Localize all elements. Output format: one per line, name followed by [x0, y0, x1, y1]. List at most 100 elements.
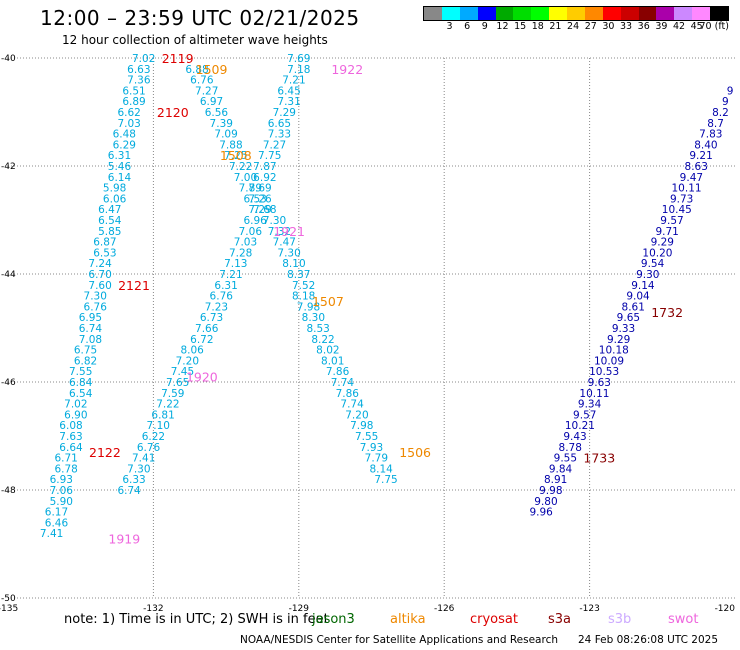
wave-height-value: 6.54 [98, 215, 122, 227]
wave-height-value: 7.89 [239, 183, 262, 195]
colorbar-swatch [710, 7, 728, 20]
wave-height-value: 7.33 [268, 129, 291, 141]
wave-height-value: 5.98 [103, 183, 126, 195]
wave-height-value: 6.73 [200, 312, 223, 324]
wave-height-value: 7.24 [88, 258, 112, 270]
pass-time-label: 1507 [312, 294, 344, 309]
note-text: note: 1) Time is in UTC; 2) SWH is in fe… [64, 612, 329, 627]
wave-height-value: 7.66 [195, 323, 219, 335]
footer-org: NOAA/NESDIS Center for Satellite Applica… [240, 634, 558, 646]
wave-height-value: 6.14 [108, 172, 132, 184]
colorbar-label: 18 [531, 21, 544, 32]
colorbar-swatch [513, 7, 532, 20]
wave-height-value: 6.90 [64, 409, 87, 421]
wave-height-value: 7.20 [345, 409, 368, 421]
wave-height-value: 6.96 [243, 215, 267, 227]
wave-height-colorbar [423, 6, 729, 21]
wave-height-value: 10.18 [599, 345, 629, 357]
wave-height-value: 6.74 [79, 323, 103, 335]
wave-height-value: 7.02 [132, 53, 155, 65]
wave-height-value: 7.31 [277, 96, 300, 108]
pass-time-label: 1506 [399, 445, 431, 460]
pass-time-label: 1509 [196, 62, 228, 77]
colorbar-label: 36 [637, 21, 650, 32]
colorbar-label: 6 [464, 21, 471, 32]
wave-height-value: 9.29 [607, 334, 630, 346]
wave-height-value: 9.54 [641, 258, 665, 270]
wave-height-value: 9 [727, 85, 734, 97]
lat-tick-label: -42 [1, 162, 16, 172]
wave-height-value: 8.53 [306, 323, 329, 335]
colorbar-swatch [459, 7, 478, 20]
wave-height-value: 8.06 [180, 345, 204, 357]
wave-height-value: 5.46 [108, 161, 132, 173]
colorbar-label: 39 [655, 21, 668, 32]
wave-height-value: 6.33 [122, 474, 145, 486]
wave-height-value: 8.91 [544, 474, 567, 486]
wave-height-value: 9.96 [529, 507, 553, 519]
wave-height-value: 7.45 [171, 366, 194, 378]
wave-height-value: 8.78 [559, 442, 582, 454]
colorbar-swatch [477, 7, 496, 20]
wave-height-value: 7.29 [273, 107, 296, 119]
pass-time-label: 2119 [162, 51, 194, 66]
wave-height-value: 7.29 [248, 204, 271, 216]
wave-height-value: 7.25 [224, 150, 247, 162]
wave-height-value: 7.30 [127, 463, 150, 475]
wave-height-value: 6.31 [108, 150, 131, 162]
wave-height-value: 8.37 [287, 269, 310, 281]
wave-height-value: 6.70 [88, 269, 111, 281]
wave-height-value: 9.98 [539, 485, 562, 497]
wave-height-value: 7.87 [253, 161, 276, 173]
wave-height-value: 6.17 [45, 507, 68, 519]
wave-height-value: 7.55 [69, 366, 92, 378]
colorbar-swatch [441, 7, 460, 20]
wave-height-value: 9.43 [563, 431, 586, 443]
wave-height-value: 6.53 [243, 193, 266, 205]
legend-entry: s3a [548, 612, 572, 627]
wave-height-value: 7.69 [248, 183, 271, 195]
wave-height-value: 7.93 [360, 442, 383, 454]
colorbar-labels: 3 6 9 12 15 18 21 24 27 30 33 36 39 42 45 70 (ft) [423, 21, 729, 32]
wave-height-value: 6.51 [122, 85, 145, 97]
colorbar-label: 33 [620, 21, 633, 32]
satellite-legend: jason3 altika cryosat s3a s3b swot [0, 612, 740, 630]
colorbar-swatch [495, 7, 514, 20]
wave-height-value: 9.47 [680, 172, 703, 184]
wave-height-value: 7.74 [331, 377, 355, 389]
pass-time-label: 1921 [273, 224, 305, 239]
lon-tick-label: -129 [289, 604, 310, 614]
wave-height-value: 6.76 [190, 75, 214, 87]
colorbar-swatch [638, 7, 657, 20]
pass-time-label: 2121 [118, 278, 150, 293]
wave-height-value: 7.63 [59, 431, 82, 443]
wave-height-value: 7.13 [224, 258, 247, 270]
wave-height-value: 7.27 [263, 139, 286, 151]
wave-height-value: 9.29 [651, 237, 674, 249]
wave-height-value: 10.11 [579, 388, 609, 400]
wave-height-value: 7.74 [340, 399, 364, 411]
colorbar-label: 12 [496, 21, 509, 32]
wave-height-value: 7.26 [248, 193, 272, 205]
wave-height-value: 10.20 [642, 247, 672, 259]
lat-tick-label: -40 [1, 54, 16, 64]
colorbar-swatch [584, 7, 603, 20]
wave-height-value: 6.65 [268, 118, 291, 130]
wave-height-value: 6.93 [50, 474, 73, 486]
wave-height-value: 9.57 [573, 409, 596, 421]
wave-height-value: 6.56 [205, 107, 229, 119]
wave-height-value: 7.06 [239, 226, 263, 238]
wave-height-value: 8.7 [707, 118, 724, 130]
legend-entry: cryosat [470, 612, 518, 627]
colorbar-label: 42 [672, 21, 686, 32]
pass-time-label: 1508 [220, 148, 252, 163]
wave-height-value: 6.54 [69, 388, 93, 400]
wave-height-value: 7.75 [258, 150, 281, 162]
wave-height-value: 6.84 [69, 377, 93, 389]
pass-time-label: 1919 [108, 532, 140, 547]
wave-height-value: 7.27 [195, 85, 218, 97]
colorbar-swatch [567, 7, 585, 20]
wave-height-value: 9.14 [631, 280, 655, 292]
wave-height-value: 7.52 [292, 280, 315, 292]
